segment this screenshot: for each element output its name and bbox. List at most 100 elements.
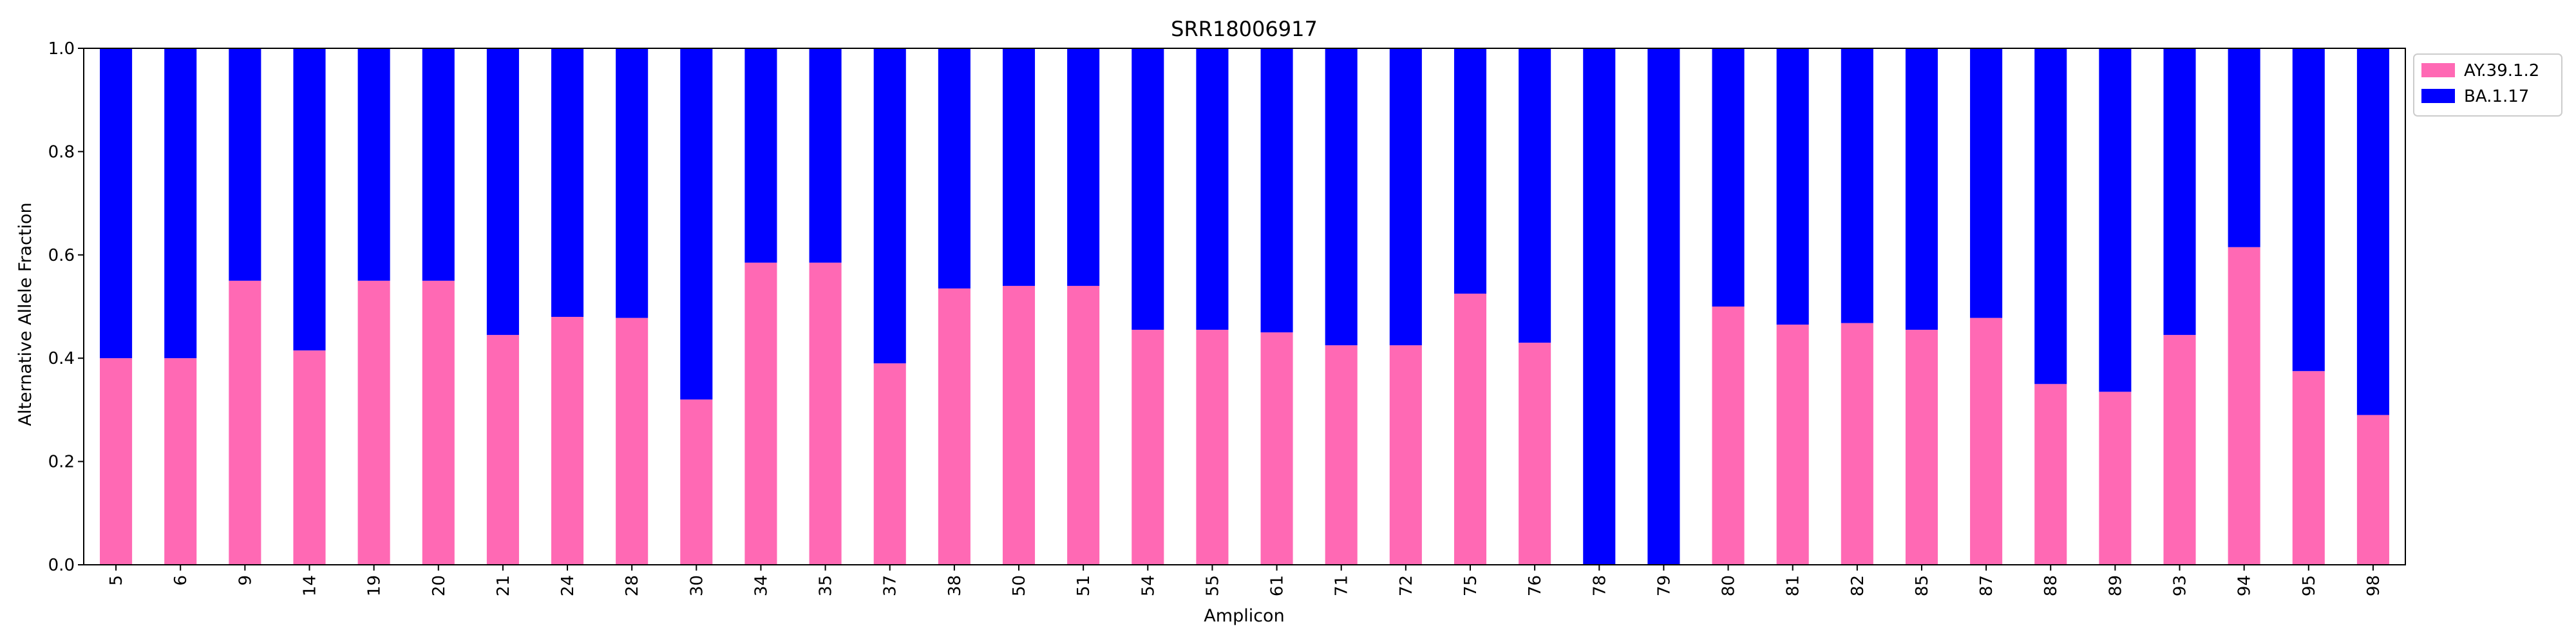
bar-ba-1-17-20 — [422, 48, 455, 281]
y-tick-label: 0.4 — [48, 349, 75, 368]
bar-ba-1-17-35 — [809, 48, 842, 263]
bar-ay-39-1-2-88 — [2034, 384, 2067, 565]
x-tick-label: 93 — [2171, 575, 2190, 596]
x-tick-label: 5 — [107, 575, 126, 586]
legend-swatch — [2421, 63, 2455, 77]
x-tick-label: 76 — [1526, 575, 1545, 596]
bar-ay-39-1-2-34 — [744, 262, 777, 565]
x-tick-label: 95 — [2300, 575, 2319, 596]
x-tick-label: 38 — [945, 575, 965, 596]
x-tick-label: 37 — [881, 575, 900, 596]
bar-ba-1-17-50 — [1002, 48, 1036, 286]
bar-ay-39-1-2-6 — [164, 358, 197, 565]
bar-ay-39-1-2-37 — [873, 363, 906, 565]
x-tick-label: 50 — [1010, 575, 1029, 596]
bar-ay-39-1-2-20 — [422, 280, 455, 565]
bar-ba-1-17-79 — [1647, 48, 1680, 565]
bar-ay-39-1-2-81 — [1776, 325, 1809, 565]
bar-ba-1-17-87 — [1970, 48, 2003, 318]
bar-ay-39-1-2-95 — [2292, 371, 2325, 565]
x-tick-label: 75 — [1461, 575, 1481, 596]
bar-ay-39-1-2-38 — [938, 288, 971, 565]
y-axis-label: Alternative Allele Fraction — [15, 202, 35, 426]
bar-ay-39-1-2-35 — [809, 262, 842, 565]
x-tick-label: 6 — [171, 575, 191, 586]
x-tick-label: 28 — [623, 575, 642, 596]
bar-ay-39-1-2-76 — [1519, 343, 1551, 565]
bar-ba-1-17-78 — [1583, 48, 1616, 565]
bar-ay-39-1-2-14 — [293, 350, 326, 565]
x-tick-label: 71 — [1332, 575, 1352, 596]
x-tick-label: 82 — [1848, 575, 1868, 596]
bar-ay-39-1-2-75 — [1454, 293, 1487, 565]
bar-ay-39-1-2-21 — [486, 335, 519, 565]
bar-ba-1-17-55 — [1196, 48, 1229, 330]
y-tick-label: 1.0 — [48, 39, 75, 59]
x-tick-label: 19 — [365, 575, 384, 596]
bar-ba-1-17-81 — [1776, 48, 1809, 325]
bar-ay-39-1-2-82 — [1841, 323, 1873, 565]
x-tick-label: 88 — [2041, 575, 2061, 596]
bar-ba-1-17-98 — [2356, 48, 2389, 415]
bar-ba-1-17-19 — [357, 48, 390, 281]
x-tick-label: 55 — [1203, 575, 1222, 596]
bar-ba-1-17-85 — [1905, 48, 1938, 330]
x-tick-label: 34 — [752, 575, 771, 596]
legend: AY.39.1.2 BA.1.17 — [2413, 53, 2562, 117]
bar-ba-1-17-82 — [1841, 48, 1873, 323]
bar-ba-1-17-54 — [1132, 48, 1164, 330]
bar-ba-1-17-34 — [744, 48, 777, 263]
bar-ba-1-17-93 — [2163, 48, 2196, 336]
y-tick-label: 0.0 — [48, 556, 75, 575]
bar-ba-1-17-24 — [551, 48, 584, 317]
bar-ba-1-17-21 — [486, 48, 519, 336]
bar-ba-1-17-94 — [2228, 48, 2260, 247]
bar-ba-1-17-72 — [1389, 48, 1422, 346]
bar-ba-1-17-61 — [1260, 48, 1293, 333]
bar-ay-39-1-2-9 — [229, 280, 261, 565]
bar-ay-39-1-2-19 — [357, 280, 390, 565]
bar-ay-39-1-2-94 — [2228, 247, 2260, 565]
x-tick-label: 21 — [494, 575, 513, 596]
x-tick-label: 79 — [1654, 575, 1674, 596]
y-axis: 0.0 0.2 0.4 0.6 0.8 1.0 — [48, 39, 84, 575]
x-axis-label: Amplicon — [1204, 606, 1284, 626]
legend-label: BA.1.17 — [2464, 87, 2529, 106]
x-tick-label: 9 — [236, 575, 255, 586]
bar-ba-1-17-71 — [1325, 48, 1358, 346]
bar-ay-39-1-2-61 — [1260, 332, 1293, 565]
bar-ay-39-1-2-85 — [1905, 330, 1938, 565]
x-tick-label: 98 — [2364, 575, 2383, 596]
bar-ba-1-17-89 — [2099, 48, 2132, 392]
x-tick-label: 51 — [1074, 575, 1094, 596]
x-tick-label: 14 — [300, 575, 319, 596]
bar-ba-1-17-76 — [1519, 48, 1551, 343]
bar-ba-1-17-28 — [616, 48, 649, 318]
bar-ay-39-1-2-55 — [1196, 330, 1229, 565]
chart-title: SRR18006917 — [1171, 17, 1318, 41]
bar-ay-39-1-2-93 — [2163, 335, 2196, 565]
legend-swatch — [2421, 89, 2455, 103]
bar-ba-1-17-80 — [1712, 48, 1745, 307]
bar-ay-39-1-2-51 — [1067, 285, 1100, 565]
legend-label: AY.39.1.2 — [2464, 61, 2539, 80]
bar-ay-39-1-2-87 — [1970, 317, 2003, 565]
bar-ay-39-1-2-72 — [1389, 345, 1422, 565]
x-tick-label: 61 — [1268, 575, 1287, 596]
x-tick-label: 81 — [1784, 575, 1803, 596]
bar-ba-1-17-88 — [2034, 48, 2067, 384]
x-tick-label: 72 — [1397, 575, 1416, 596]
bar-ay-39-1-2-50 — [1002, 285, 1036, 565]
plot-frame — [83, 48, 2406, 565]
bar-ay-39-1-2-54 — [1132, 330, 1164, 565]
bar-ay-39-1-2-89 — [2099, 392, 2132, 565]
x-tick-label: 30 — [687, 575, 706, 596]
y-tick-label: 0.2 — [48, 453, 75, 472]
x-tick-label: 80 — [1719, 575, 1739, 596]
bar-ay-39-1-2-98 — [2356, 415, 2389, 565]
x-tick-label: 24 — [558, 575, 578, 596]
bar-ba-1-17-38 — [938, 48, 971, 289]
bar-ay-39-1-2-80 — [1712, 307, 1745, 565]
bar-ba-1-17-37 — [873, 48, 906, 364]
